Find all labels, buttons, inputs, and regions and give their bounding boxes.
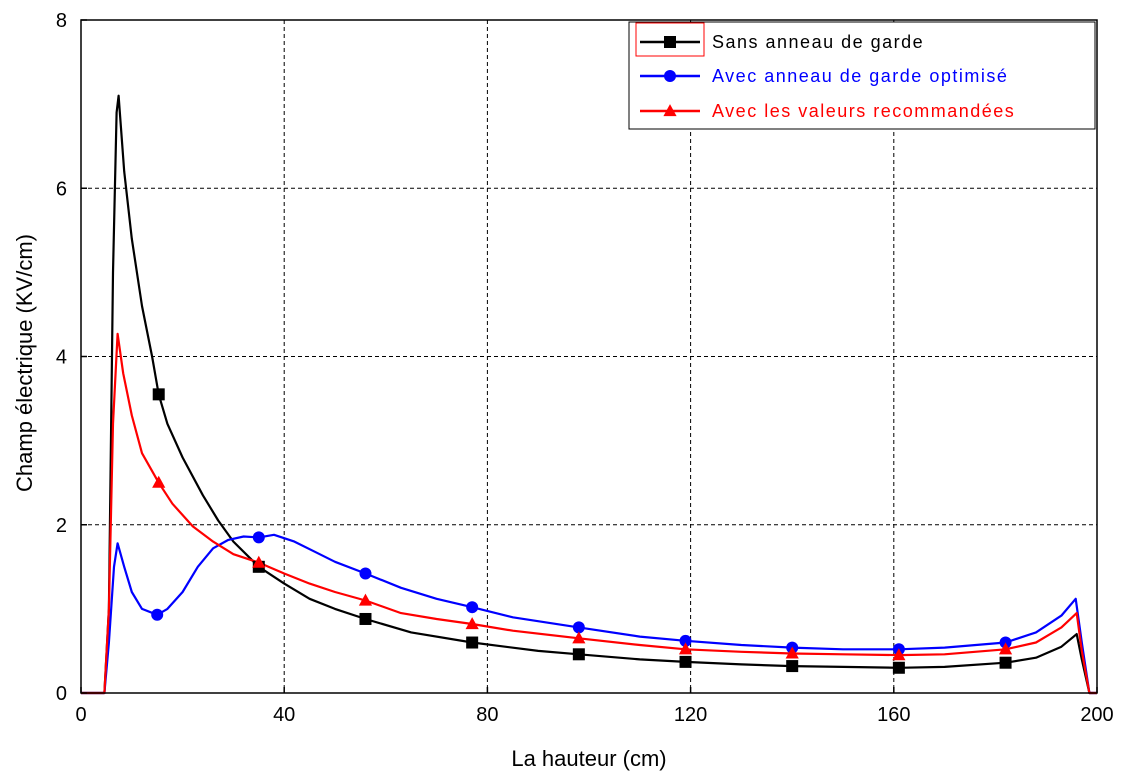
series-3-marker: [465, 617, 479, 630]
x-tick-label: 160: [877, 704, 910, 726]
legend-marker-2: [664, 70, 676, 82]
series-markers: [151, 388, 1013, 674]
series-2-marker: [151, 608, 164, 621]
series-1-marker: [572, 648, 585, 661]
series-1-marker: [892, 661, 905, 674]
series-1-marker: [152, 388, 165, 401]
x-tick-label: 0: [75, 704, 86, 726]
series-3-marker: [572, 631, 586, 644]
series-3-marker: [678, 642, 693, 655]
series-3-marker: [358, 593, 373, 606]
series-2-marker: [359, 567, 372, 580]
grid-lines: [81, 20, 1097, 693]
y-tick-labels: 0 2 4 6 8: [56, 10, 67, 705]
series-2-marker: [572, 621, 585, 634]
y-tick-label: 2: [56, 515, 67, 537]
x-tick-label: 80: [476, 704, 498, 726]
series-line-2: [81, 533, 1097, 695]
y-tick-label: 6: [56, 178, 67, 200]
x-tick-label: 200: [1080, 704, 1113, 726]
series-1-marker: [679, 655, 692, 668]
series-3-marker: [998, 642, 1013, 655]
y-tick-label: 0: [56, 683, 67, 705]
series-3-marker: [252, 555, 266, 568]
axis-ticks: [80, 19, 1098, 694]
series-2-marker: [252, 531, 265, 544]
legend-highlight: [635, 22, 705, 57]
series-3-marker: [152, 475, 166, 488]
series-1-marker: [999, 656, 1012, 669]
series-2-marker: [466, 601, 479, 614]
x-tick-label: 120: [674, 704, 707, 726]
x-tick-labels: 0 40 80 120 160 200: [75, 704, 1113, 726]
legend: Sans anneau de garde Avec anneau de garde…: [628, 21, 1096, 130]
series-1-marker: [359, 612, 372, 625]
series-1-marker: [466, 636, 479, 649]
x-axis-title: La hauteur (cm): [511, 746, 666, 771]
legend-label-3: Avec les valeurs recommandées: [712, 101, 1015, 121]
series-1-marker: [786, 660, 799, 673]
legend-marker-1: [664, 36, 676, 48]
y-tick-label: 4: [56, 347, 67, 369]
series-2-marker: [679, 634, 692, 647]
series-line-1: [81, 94, 1097, 695]
x-tick-label: 40: [273, 704, 295, 726]
legend-marker-3: [663, 104, 677, 117]
series-3-marker: [785, 646, 799, 659]
legend-label-2: Avec anneau de garde optimisé: [712, 66, 1008, 86]
series-3-marker: [892, 648, 906, 661]
y-tick-label: 8: [56, 10, 67, 32]
y-axis-title: Champ électrique (KV/cm): [12, 234, 37, 492]
legend-entries: Sans anneau de garde Avec anneau de garde…: [640, 32, 1015, 121]
legend-label-1: Sans anneau de garde: [712, 32, 924, 52]
legend-box: [628, 21, 1096, 130]
